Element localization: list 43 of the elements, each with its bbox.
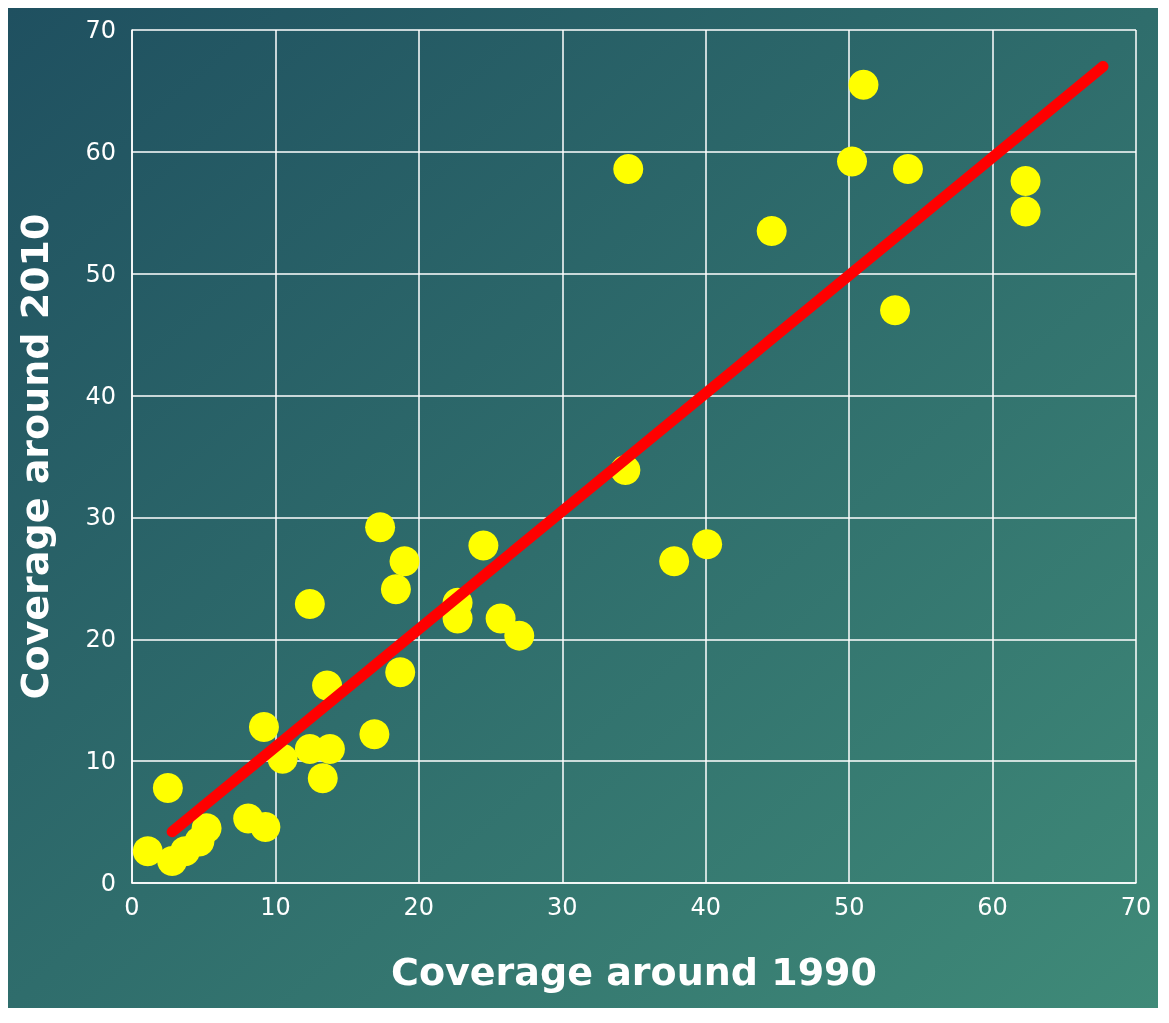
point (837, 146, 868, 177)
point (389, 546, 420, 577)
x-tick-label: 70 (1120, 893, 1152, 921)
x-tick-label: 30 (547, 893, 578, 921)
y-tick-label: 60 (85, 137, 116, 166)
point (848, 69, 879, 100)
point (250, 811, 281, 842)
point (380, 574, 411, 605)
point (307, 763, 338, 794)
point (385, 657, 416, 688)
point (248, 712, 279, 743)
point (892, 153, 923, 184)
y-tick-label: 0 (100, 869, 116, 897)
x-tick-label: 0 (124, 893, 140, 921)
point (365, 512, 396, 543)
y-tick-label: 10 (85, 747, 116, 776)
x-tick-label: 20 (403, 893, 435, 921)
point (1010, 166, 1041, 197)
point (756, 216, 787, 247)
point (132, 836, 163, 867)
x-tick-label: 60 (977, 893, 1008, 921)
y-tick-label: 70 (85, 16, 116, 44)
point (1010, 196, 1041, 227)
y-axis-title: Coverage around 2010 (13, 213, 57, 700)
point (294, 588, 325, 619)
point (152, 772, 183, 803)
point (692, 529, 723, 560)
point (468, 530, 499, 561)
y-tick-label: 20 (85, 625, 116, 654)
point (659, 546, 690, 577)
point (613, 153, 644, 184)
y-tick-label: 50 (85, 259, 116, 288)
point (191, 813, 222, 844)
point (880, 295, 911, 326)
y-tick-label: 30 (85, 503, 116, 532)
x-tick-label: 40 (690, 893, 721, 921)
x-axis-title: Coverage around 1990 (391, 950, 877, 994)
x-tick-label: 10 (260, 893, 291, 921)
point (359, 719, 390, 750)
y-tick-label: 40 (85, 381, 116, 410)
point (504, 620, 535, 651)
x-tick-label: 50 (833, 893, 865, 921)
point (485, 603, 516, 634)
